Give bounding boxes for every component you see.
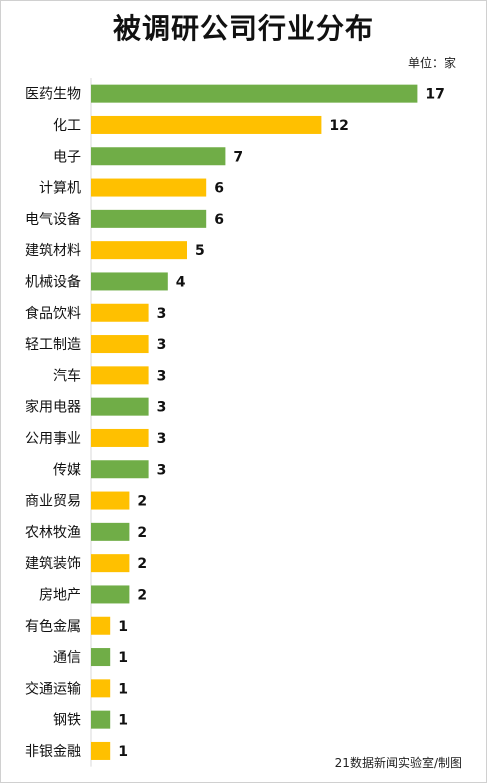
bar-7: [91, 303, 149, 322]
value-label-17: 1: [118, 619, 128, 635]
value-label-9: 3: [157, 368, 167, 384]
category-label-5: 建筑材料: [25, 243, 81, 259]
credit-label: 21数据新闻实验室/制图: [334, 756, 462, 770]
value-label-21: 1: [118, 744, 128, 760]
category-label-10: 家用电器: [25, 399, 81, 416]
value-label-19: 1: [118, 681, 128, 697]
category-label-19: 交通运输: [25, 680, 81, 697]
category-label-3: 计算机: [39, 181, 81, 197]
value-label-5: 5: [195, 243, 205, 259]
bar-14: [91, 522, 130, 541]
category-label-4: 电气设备: [25, 211, 81, 228]
value-label-12: 3: [157, 462, 167, 478]
bar-0: [91, 84, 418, 103]
bar-15: [91, 554, 130, 573]
value-label-6: 4: [176, 274, 186, 290]
bar-8: [91, 335, 149, 354]
category-label-8: 轻工制造: [25, 337, 81, 353]
category-label-18: 通信: [53, 650, 81, 666]
value-label-10: 3: [157, 400, 167, 416]
value-label-0: 17: [425, 87, 444, 103]
bar-20: [91, 710, 111, 729]
bar-18: [91, 648, 111, 667]
value-label-13: 2: [137, 494, 147, 510]
bar-21: [91, 741, 111, 760]
value-label-18: 1: [118, 650, 128, 666]
category-label-14: 农林牧渔: [25, 525, 81, 541]
bar-9: [91, 366, 149, 385]
bar-16: [91, 585, 130, 604]
bar-11: [91, 428, 149, 447]
category-label-2: 电子: [53, 149, 81, 165]
bar-1: [91, 115, 322, 134]
bar-13: [91, 491, 130, 510]
category-label-20: 钢铁: [53, 713, 81, 729]
bar-12: [91, 460, 149, 479]
bar-2: [91, 147, 226, 166]
category-label-16: 房地产: [39, 587, 81, 603]
category-label-7: 食品饮料: [25, 305, 81, 322]
unit-label: 单位：家: [407, 56, 456, 70]
category-label-9: 汽车: [53, 367, 81, 384]
value-label-1: 12: [329, 118, 348, 134]
category-label-15: 建筑装饰: [25, 556, 81, 572]
bar-17: [91, 616, 111, 635]
category-label-12: 传媒: [53, 462, 81, 478]
value-label-7: 3: [157, 306, 167, 322]
bar-19: [91, 679, 111, 698]
value-label-8: 3: [157, 337, 167, 353]
category-label-21: 非银金融: [25, 744, 81, 760]
value-label-16: 2: [137, 587, 147, 603]
value-label-20: 1: [118, 713, 128, 729]
value-label-3: 6: [214, 181, 224, 197]
category-label-1: 化工: [53, 118, 81, 134]
bar-5: [91, 241, 187, 260]
value-label-14: 2: [137, 525, 147, 541]
value-label-15: 2: [137, 556, 147, 572]
bar-3: [91, 178, 207, 197]
value-label-2: 7: [233, 149, 243, 165]
category-label-0: 医药生物: [25, 87, 81, 103]
category-label-6: 机械设备: [25, 273, 81, 290]
value-label-4: 6: [214, 212, 224, 228]
value-label-11: 3: [157, 431, 167, 447]
bar-10: [91, 397, 149, 416]
chart-title: 被调研公司行业分布: [112, 12, 374, 45]
bar-6: [91, 272, 168, 291]
category-label-17: 有色金属: [25, 618, 81, 635]
bar-4: [91, 209, 207, 228]
category-label-11: 公用事业: [25, 431, 81, 447]
category-label-13: 商业贸易: [25, 494, 81, 510]
